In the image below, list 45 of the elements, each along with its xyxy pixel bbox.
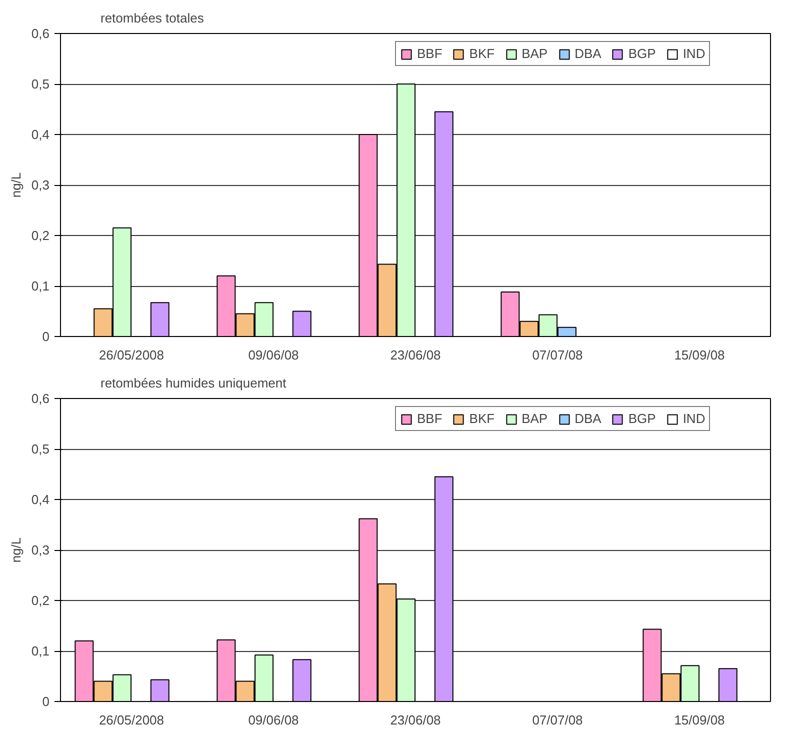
legend-label: BAP (522, 46, 548, 61)
y-tick-label: 0 (42, 329, 50, 344)
y-tick-label: 0,5 (31, 76, 50, 92)
x-tick-label: 26/05/2008 (98, 348, 164, 362)
x-tick-label: 07/07/08 (532, 348, 583, 362)
legend-label: BAP (522, 411, 548, 426)
y-tick-label: 0,2 (31, 593, 50, 608)
legend-label: IND (682, 46, 706, 61)
bar (718, 668, 738, 702)
y-tick-label: 0,4 (31, 127, 50, 142)
legend-label: BGP (628, 411, 656, 426)
y-axis-title: ng/L (8, 172, 24, 198)
y-tick-label: 0,5 (31, 442, 50, 456)
y-tick-label: 0,3 (31, 542, 50, 558)
legend-label: BGP (628, 46, 656, 61)
legend-label: BBF (417, 46, 442, 61)
y-tick-label: 0 (42, 694, 50, 709)
y-tick-label: 0,1 (31, 278, 50, 294)
y-tick-label: 0,2 (31, 228, 50, 243)
x-tick-label: 09/06/08 (248, 348, 299, 362)
bar (292, 310, 312, 336)
x-tick-label: 07/07/08 (532, 712, 583, 728)
legend-label: BKF (469, 46, 495, 61)
x-tick-label: 23/06/08 (390, 348, 441, 362)
bar (150, 302, 170, 336)
y-tick-label: 0,1 (31, 644, 50, 658)
legend-label: BKF (469, 411, 495, 426)
chart-title: retombées totales (100, 10, 204, 26)
bar (150, 679, 170, 702)
y-tick-label: 0,6 (31, 391, 50, 406)
chart-title: retombées humides uniquement (100, 376, 287, 390)
x-tick-label: 23/06/08 (390, 712, 441, 728)
legend-label: DBA (574, 411, 602, 426)
y-tick-label: 0,6 (31, 26, 50, 41)
x-tick-label: 26/05/2008 (98, 712, 164, 728)
legend-label: DBA (574, 46, 602, 61)
y-axis-title: ng/L (8, 537, 24, 563)
y-tick-label: 0,4 (31, 492, 50, 507)
y-tick-label: 0,3 (31, 178, 50, 192)
x-tick-label: 15/09/08 (674, 348, 725, 362)
bar (292, 659, 312, 702)
legend-label: IND (682, 411, 706, 426)
x-tick-label: 15/09/08 (674, 712, 725, 728)
legend-label: BBF (417, 411, 442, 426)
x-tick-label: 09/06/08 (248, 712, 299, 728)
